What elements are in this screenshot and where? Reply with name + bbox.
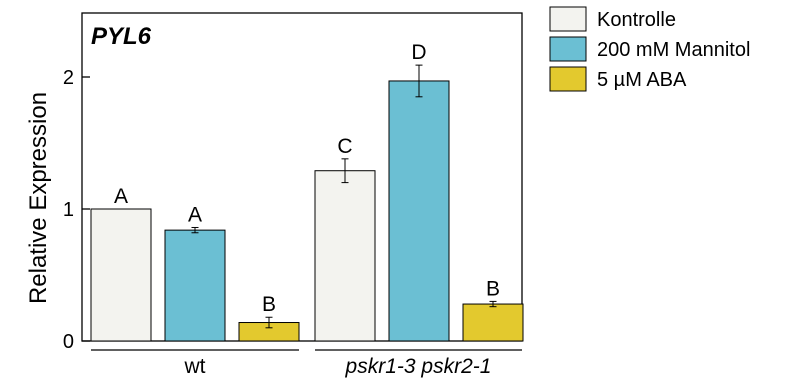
bar — [314, 170, 376, 342]
plot-frame — [81, 12, 523, 342]
significance-letter: B — [262, 293, 276, 316]
bar — [388, 80, 450, 342]
bar — [164, 229, 226, 342]
significance-letter: D — [411, 41, 426, 64]
significance-letter: A — [188, 203, 202, 226]
significance-letter: A — [114, 185, 128, 208]
legend-swatch — [549, 66, 587, 92]
y-tick-label: 2 — [63, 67, 74, 89]
y-tick-label: 1 — [63, 199, 74, 221]
bar — [462, 303, 524, 342]
legend: Kontrolle 200 mM Mannitol 5 µM ABA — [549, 6, 750, 92]
bars: A C A D B B — [90, 41, 524, 342]
legend-label: 5 µM ABA — [597, 69, 687, 91]
legend-label: Kontrolle — [597, 9, 676, 31]
chart-title: PYL6 — [91, 23, 152, 50]
significance-letter: B — [486, 277, 500, 300]
y-tick-label: 0 — [63, 331, 74, 353]
bar — [90, 208, 152, 342]
y-axis-title: Relative Expression — [25, 92, 52, 304]
group-label-pskr: pskr1-3 pskr2-1 — [345, 355, 492, 378]
legend-swatch — [549, 6, 587, 32]
group-label-wt: wt — [184, 355, 206, 378]
legend-swatch — [549, 36, 587, 62]
y-axis: 0 1 2 — [63, 67, 90, 353]
significance-letter: C — [337, 135, 352, 158]
legend-label: 200 mM Mannitol — [597, 39, 750, 61]
